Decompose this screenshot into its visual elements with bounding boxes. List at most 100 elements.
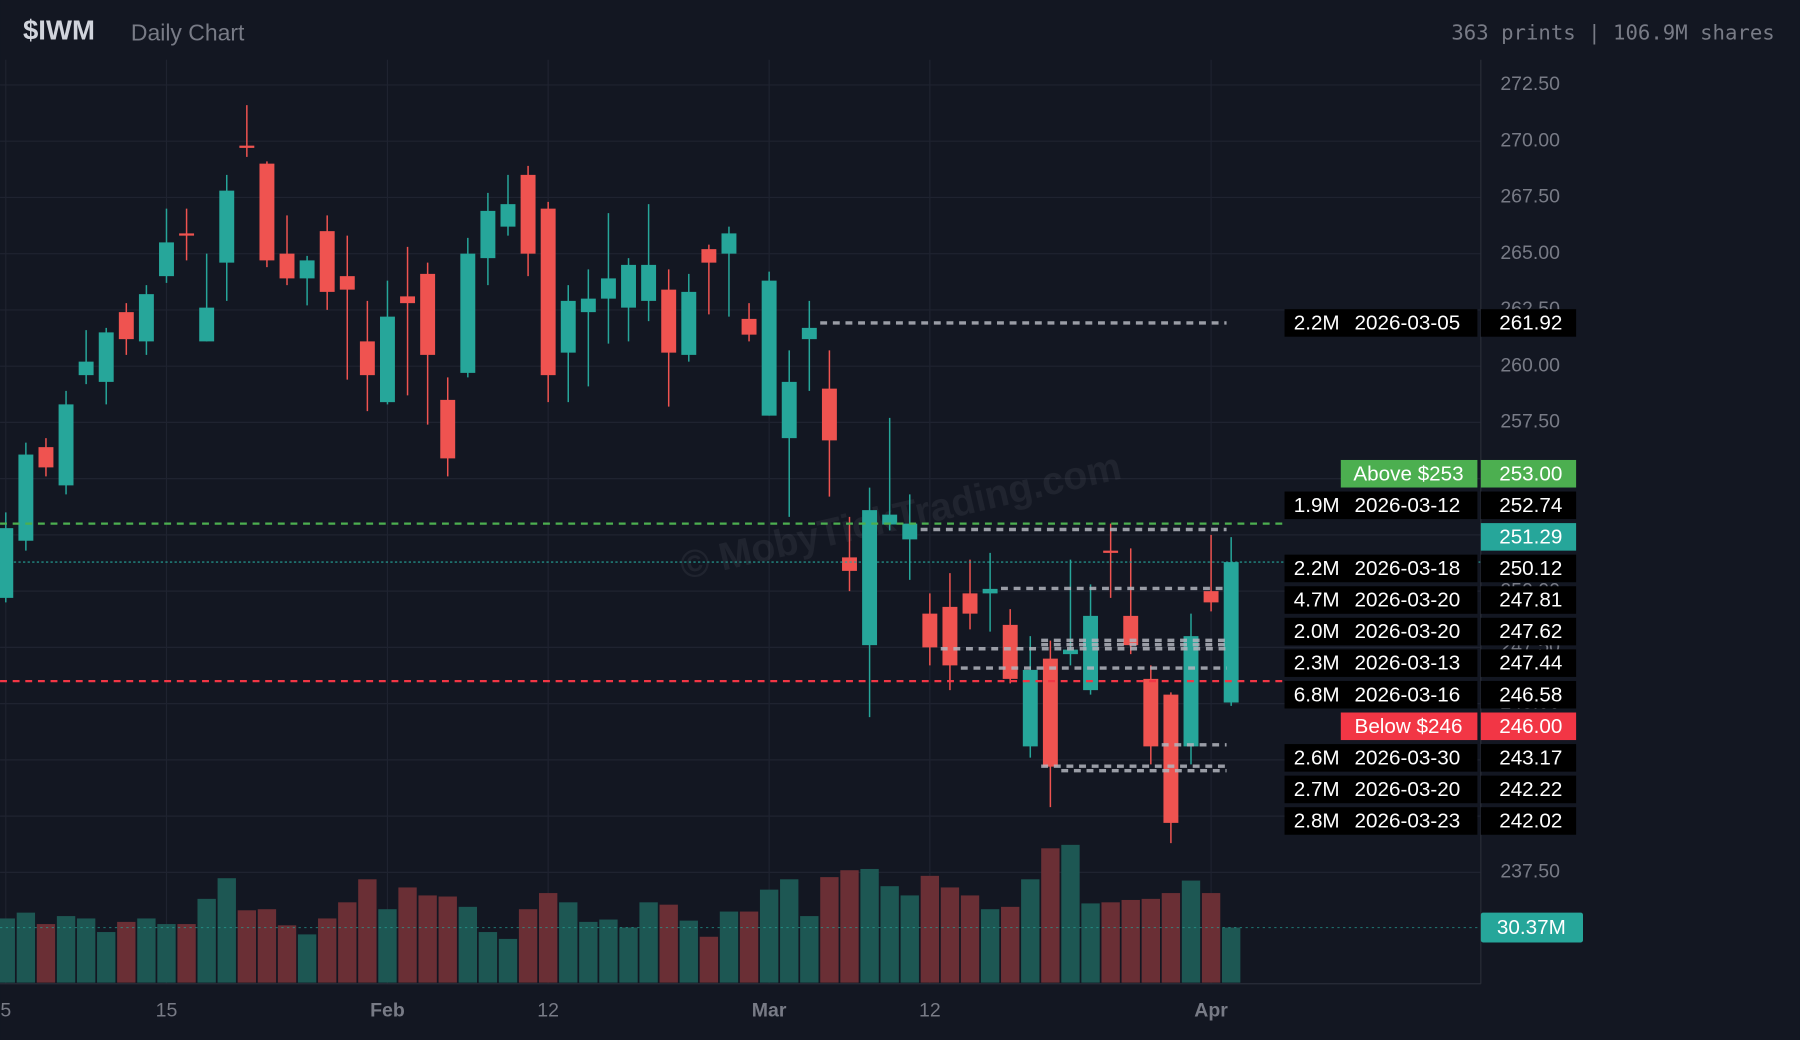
candle-body (420, 273, 436, 355)
volume-bar (117, 921, 136, 983)
candle-body (580, 298, 596, 313)
candle-body (259, 163, 275, 261)
print-label-box (1284, 309, 1478, 337)
volume-bar (1121, 899, 1140, 983)
print-date: 2026-03-20 (1355, 589, 1461, 612)
price-label-box (1480, 649, 1577, 677)
candle-body (58, 404, 74, 486)
price-label-box (1480, 775, 1577, 804)
volume-bar (398, 887, 417, 983)
candle-body (1022, 669, 1038, 747)
print-label-box (1284, 649, 1478, 677)
chart-title: $IWM (23, 14, 95, 45)
volume-bar (56, 916, 76, 983)
stats: 363 prints | 106.9M shares (1451, 20, 1774, 45)
candle-body (621, 264, 636, 308)
x-tick-label: 12 (919, 999, 941, 1021)
price-label-box (1480, 617, 1577, 646)
volume-bar (97, 932, 116, 983)
current-price: 251.29 (1499, 525, 1562, 548)
candle-body (600, 278, 616, 299)
candle-body (1083, 615, 1099, 691)
candle-body (781, 381, 797, 439)
level-price: 246.00 (1499, 715, 1562, 738)
print-size: 2.2M (1294, 312, 1340, 335)
y-tick-label: 267.50 (1500, 186, 1560, 208)
volume-bar (277, 925, 297, 983)
volume-bar (800, 916, 819, 983)
print-date: 2026-03-20 (1355, 620, 1461, 643)
print-label-box (1284, 554, 1478, 583)
volume-bar (358, 879, 377, 983)
volume-bar (498, 938, 518, 983)
volume-bar (237, 910, 257, 983)
candle-body (138, 294, 154, 342)
print-label-box (1284, 586, 1478, 614)
volume-bar (157, 924, 176, 983)
print-size: 2.6M (1294, 746, 1340, 769)
candle-body (942, 606, 958, 666)
volume-bar (478, 932, 498, 983)
print-size: 2.8M (1294, 810, 1340, 833)
print-price: 252.74 (1499, 494, 1562, 517)
print-date: 2026-03-20 (1355, 778, 1461, 801)
print-price: 247.44 (1499, 652, 1562, 675)
candle-body (1002, 624, 1018, 679)
x-tick-label: Feb (370, 999, 405, 1021)
volume-bar (880, 886, 899, 983)
volume-bar (1101, 902, 1120, 983)
volume-bar (860, 868, 879, 983)
level-label: Below $246 (1355, 715, 1463, 738)
volume-bar (780, 879, 799, 983)
candle-body (380, 316, 395, 403)
candle-body (821, 388, 837, 441)
candle-body (299, 260, 315, 279)
print-label-box (1284, 680, 1478, 709)
chart-subtitle: Daily Chart (131, 19, 245, 45)
candle-body (460, 253, 476, 373)
price-label-box (1480, 807, 1577, 835)
candle-body (400, 296, 416, 304)
candle-body (480, 210, 496, 259)
volume-bar (579, 921, 598, 983)
print-size: 2.7M (1294, 778, 1340, 801)
candle-body (761, 280, 777, 416)
candle-body (239, 145, 255, 148)
print-label-box (1284, 775, 1478, 804)
volume-bar (840, 870, 859, 983)
candle-body (1203, 591, 1219, 603)
volume-bar (900, 895, 919, 983)
candle-body (1103, 550, 1119, 553)
volume-bar (960, 895, 980, 983)
price-label-box (1480, 586, 1577, 614)
print-size: 2.3M (1294, 652, 1340, 675)
print-label-box (1284, 744, 1478, 772)
levels (0, 321, 1481, 929)
print-label-box (1284, 617, 1478, 646)
candle-body (801, 327, 817, 340)
candle-body (641, 264, 657, 301)
volume-bar (679, 920, 698, 983)
price-label-box (1480, 491, 1577, 520)
x-tick-label: 15 (156, 999, 178, 1021)
x-tick-label: 12 (537, 999, 559, 1021)
candle-body (560, 300, 576, 353)
print-date: 2026-03-05 (1355, 312, 1461, 335)
volume-bar (137, 918, 156, 983)
volume-bar (639, 902, 658, 983)
print-price: 247.62 (1499, 620, 1562, 643)
candle-body (118, 312, 134, 340)
y-tick-label: 272.50 (1500, 73, 1560, 95)
candle-body (862, 510, 878, 646)
candle-body (982, 588, 998, 594)
candle-body (0, 528, 14, 598)
volume-bar (0, 918, 15, 983)
volume-bar (318, 918, 337, 983)
candle-body (1183, 636, 1199, 747)
volume-label: 30.37M (1497, 916, 1566, 939)
volume-bar (920, 875, 940, 983)
volume-bar (699, 936, 719, 983)
print-price: 246.58 (1499, 683, 1562, 706)
candle-body (1163, 694, 1179, 823)
